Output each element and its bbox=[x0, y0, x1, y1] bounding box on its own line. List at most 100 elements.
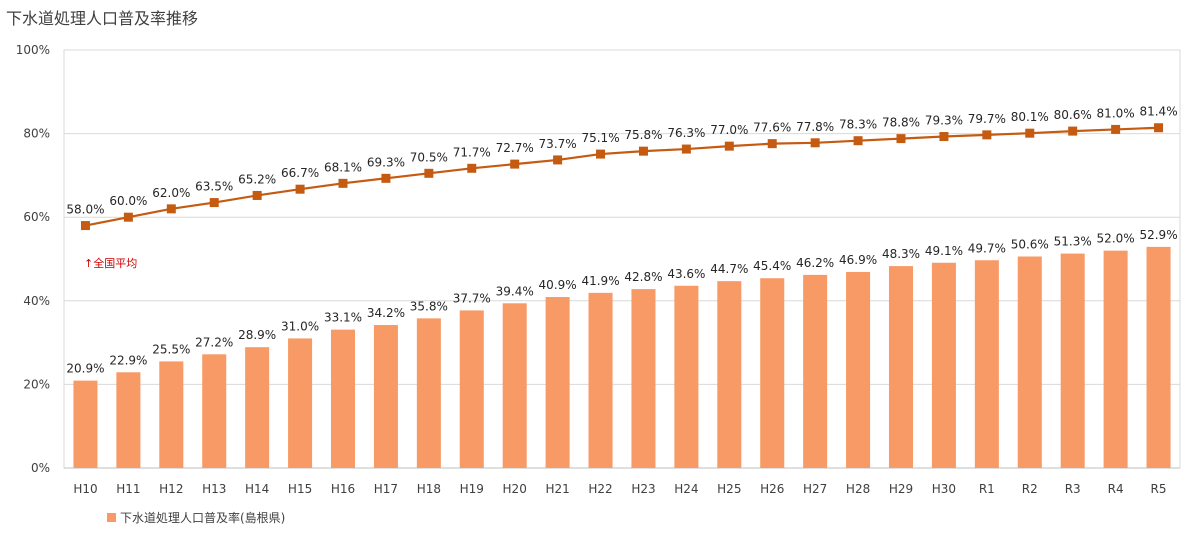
line-point bbox=[1025, 128, 1035, 138]
bar-data-label: 51.3% bbox=[1054, 235, 1092, 249]
line-data-label: 68.1% bbox=[324, 160, 362, 174]
bar-data-label: 52.9% bbox=[1139, 228, 1177, 242]
x-tick-label: R4 bbox=[1108, 482, 1124, 496]
line-data-label: 77.8% bbox=[796, 120, 834, 134]
bar bbox=[1060, 253, 1085, 468]
line-point bbox=[638, 146, 648, 156]
bar bbox=[760, 278, 785, 468]
bar-data-label: 34.2% bbox=[367, 306, 405, 320]
bar bbox=[674, 285, 699, 468]
x-tick-label: H23 bbox=[631, 482, 655, 496]
line-data-label: 69.3% bbox=[367, 155, 405, 169]
bar bbox=[459, 310, 484, 468]
bar-data-label: 48.3% bbox=[882, 247, 920, 261]
x-tick-label: H16 bbox=[331, 482, 355, 496]
line-point bbox=[510, 159, 520, 169]
line-point bbox=[467, 163, 477, 173]
bar-series bbox=[73, 246, 1171, 468]
line-point bbox=[982, 130, 992, 140]
bar bbox=[1103, 250, 1128, 468]
x-tick-label: H19 bbox=[460, 482, 484, 496]
bar bbox=[202, 354, 227, 468]
x-tick-label: H13 bbox=[202, 482, 226, 496]
line-data-label: 79.7% bbox=[968, 112, 1006, 126]
line-point bbox=[681, 144, 691, 154]
line-data-label: 65.2% bbox=[238, 172, 276, 186]
x-tick-label: H28 bbox=[846, 482, 870, 496]
bar bbox=[974, 260, 999, 468]
x-tick-label: H18 bbox=[417, 482, 441, 496]
x-tick-label: H17 bbox=[374, 482, 398, 496]
x-tick-label: H20 bbox=[503, 482, 527, 496]
line-data-label: 62.0% bbox=[152, 186, 190, 200]
y-tick-label: 60% bbox=[23, 210, 50, 224]
y-tick-label: 100% bbox=[16, 43, 50, 57]
bar-data-label: 35.8% bbox=[410, 299, 448, 313]
line-data-label: 76.3% bbox=[667, 126, 705, 140]
line-data-label: 72.7% bbox=[496, 141, 534, 155]
bar-data-label: 41.9% bbox=[581, 274, 619, 288]
x-tick-label: H21 bbox=[545, 482, 569, 496]
line-data-label: 58.0% bbox=[66, 203, 104, 217]
line-point bbox=[209, 198, 219, 208]
line-point bbox=[1068, 126, 1078, 136]
bar bbox=[717, 281, 742, 468]
x-tick-label: H26 bbox=[760, 482, 784, 496]
line-point bbox=[381, 173, 391, 183]
line-point bbox=[724, 141, 734, 151]
x-tick-label: H11 bbox=[116, 482, 140, 496]
x-tick-label: H27 bbox=[803, 482, 827, 496]
line-data-label: 78.3% bbox=[839, 118, 877, 132]
bar bbox=[116, 372, 141, 468]
bar-data-label: 50.6% bbox=[1011, 237, 1049, 251]
x-tick-label: H10 bbox=[73, 482, 97, 496]
line-point bbox=[252, 190, 262, 200]
line-data-label: 77.0% bbox=[710, 123, 748, 137]
bar-data-label: 27.2% bbox=[195, 335, 233, 349]
bar bbox=[931, 262, 956, 468]
legend-swatch bbox=[107, 513, 116, 522]
bar bbox=[545, 297, 570, 468]
x-tick-label: H22 bbox=[588, 482, 612, 496]
line-point bbox=[1154, 123, 1164, 133]
line-point bbox=[767, 139, 777, 149]
bar bbox=[846, 271, 871, 468]
bar bbox=[502, 303, 527, 468]
line-data-label: 63.5% bbox=[195, 180, 233, 194]
y-axis-ticks: 0% 20% 40% 60% 80% 100% bbox=[16, 43, 50, 475]
bar-data-label: 45.4% bbox=[753, 259, 791, 273]
chart-title: 下水道処理人口普及率推移 bbox=[6, 9, 199, 28]
legend: 下水道処理人口普及率(島根県) bbox=[107, 509, 285, 526]
line-data-label: 81.4% bbox=[1139, 105, 1177, 119]
line-data-label: 77.6% bbox=[753, 121, 791, 135]
x-tick-label: R3 bbox=[1065, 482, 1081, 496]
bar-data-label: 44.7% bbox=[710, 262, 748, 276]
x-tick-label: R5 bbox=[1151, 482, 1167, 496]
y-tick-label: 0% bbox=[31, 461, 50, 475]
line-data-label: 75.8% bbox=[624, 128, 662, 142]
bar-data-label: 49.1% bbox=[925, 244, 963, 258]
legend-label: 下水道処理人口普及率(島根県) bbox=[120, 511, 286, 525]
bar-data-label: 25.5% bbox=[152, 342, 190, 356]
line-point bbox=[295, 184, 305, 194]
line-point bbox=[166, 204, 176, 214]
bar bbox=[73, 380, 98, 468]
x-tick-label: R2 bbox=[1022, 482, 1038, 496]
bar-data-label: 28.9% bbox=[238, 328, 276, 342]
line-data-label: 73.7% bbox=[539, 137, 577, 151]
bar bbox=[330, 329, 356, 468]
x-tick-label: H29 bbox=[889, 482, 913, 496]
line-point bbox=[1111, 124, 1121, 134]
bar bbox=[631, 289, 656, 468]
line-data-label: 81.0% bbox=[1097, 106, 1135, 120]
x-tick-label: H14 bbox=[245, 482, 269, 496]
line-point bbox=[553, 155, 563, 165]
bar bbox=[416, 318, 441, 468]
bar-data-label: 49.7% bbox=[968, 241, 1006, 255]
bar bbox=[373, 325, 398, 468]
line-data-label: 80.6% bbox=[1054, 108, 1092, 122]
bar-data-label: 31.0% bbox=[281, 319, 319, 333]
bar bbox=[245, 347, 270, 468]
x-tick-label: H24 bbox=[674, 482, 698, 496]
bar bbox=[803, 274, 828, 468]
